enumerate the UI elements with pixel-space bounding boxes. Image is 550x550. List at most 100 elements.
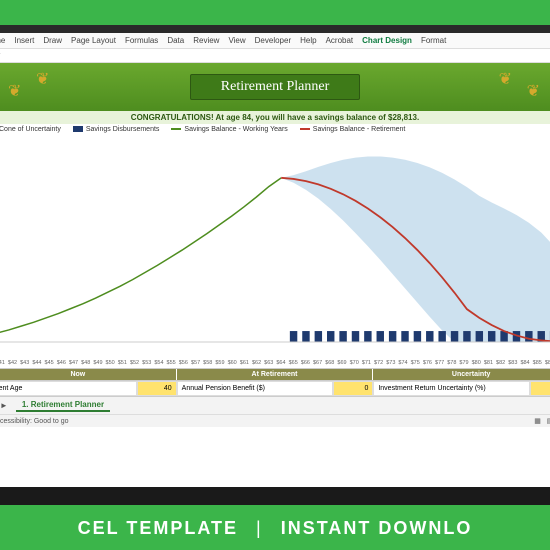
x-tick-label: $42 xyxy=(6,360,18,366)
x-tick-label: $73 xyxy=(385,360,397,366)
ribbon-tab-pagelayout[interactable]: Page Layout xyxy=(71,36,116,45)
laptop-base xyxy=(0,487,550,505)
ribbon-tabs: Home Insert Draw Page Layout Formulas Da… xyxy=(0,33,550,49)
x-tick-label: $84 xyxy=(519,360,531,366)
header-band: ❦ ❦ ❦ Retirement Planner ❦ ❦ ❦ xyxy=(0,63,550,111)
x-tick-label: $85 xyxy=(531,360,543,366)
legend-cone: Cone of Uncertainty xyxy=(0,126,61,133)
ribbon-tab-developer[interactable]: Developer xyxy=(255,36,291,45)
x-tick-label: $50 xyxy=(104,360,116,366)
x-tick-label: $66 xyxy=(299,360,311,366)
x-tick-label: $48 xyxy=(80,360,92,366)
x-tick-label: $49 xyxy=(92,360,104,366)
x-tick-label: $65 xyxy=(287,360,299,366)
ribbon-tab-format[interactable]: Format xyxy=(421,36,446,45)
page-title: Retirement Planner xyxy=(190,74,360,100)
promo-divider: | xyxy=(256,518,263,539)
x-tick-label: $55 xyxy=(165,360,177,366)
input-row: Current Age 40 Annual Pension Benefit ($… xyxy=(0,381,550,396)
ribbon-tab-view[interactable]: View xyxy=(228,36,245,45)
legend-bars: Savings Disbursements xyxy=(73,126,160,133)
x-tick-label: $77 xyxy=(434,360,446,366)
x-tick-label: $74 xyxy=(397,360,409,366)
leaf-icon: ❦ xyxy=(36,69,49,89)
legend-retirement: Savings Balance - Retirement xyxy=(300,126,406,133)
x-tick-label: $82 xyxy=(495,360,507,366)
x-tick-label: $44 xyxy=(31,360,43,366)
x-tick-label: $62 xyxy=(250,360,262,366)
hdr-uncertainty: Uncertainty xyxy=(373,369,550,380)
x-tick-label: $47 xyxy=(67,360,79,366)
chart-svg xyxy=(0,135,550,360)
ribbon-tab-home[interactable]: Home xyxy=(0,36,5,45)
x-tick-label: $70 xyxy=(348,360,360,366)
x-tick-label: $63 xyxy=(263,360,275,366)
promo-left: CEL TEMPLATE xyxy=(78,518,238,539)
x-tick-label: $45 xyxy=(43,360,55,366)
x-tick-label: $67 xyxy=(311,360,323,366)
x-tick-label: $51 xyxy=(116,360,128,366)
leaf-icon: ❦ xyxy=(499,69,512,89)
ribbon-tab-insert[interactable]: Insert xyxy=(14,36,34,45)
x-tick-label: $56 xyxy=(177,360,189,366)
label-pension: Annual Pension Benefit ($) xyxy=(177,381,334,396)
x-tick-label: $64 xyxy=(275,360,287,366)
leaf-icon: ❦ xyxy=(8,81,21,101)
chart-area xyxy=(0,135,550,360)
x-tick-label: $46 xyxy=(55,360,67,366)
ribbon-tab-draw[interactable]: Draw xyxy=(43,36,62,45)
input-uncertainty[interactable] xyxy=(530,381,550,396)
sheet-tabs: ◄ ► 1. Retirement Planner xyxy=(0,396,550,414)
x-tick-label: $75 xyxy=(409,360,421,366)
accessibility-status[interactable]: ☑ Accessibility: Good to go xyxy=(0,417,69,425)
hdr-now: Now xyxy=(0,369,177,380)
x-tick-label: $69 xyxy=(336,360,348,366)
view-switcher[interactable]: ▦ ▤ ▭ xyxy=(530,417,550,425)
x-tick-label: $86 xyxy=(543,360,550,366)
x-tick-label: $72 xyxy=(373,360,385,366)
x-tick-label: $54 xyxy=(153,360,165,366)
view-normal-icon[interactable]: ▦ xyxy=(534,418,541,425)
ribbon-tab-formulas[interactable]: Formulas xyxy=(125,36,158,45)
input-current-age[interactable]: 40 xyxy=(137,381,177,396)
x-tick-label: $68 xyxy=(324,360,336,366)
ribbon-tab-chartdesign[interactable]: Chart Design xyxy=(362,36,412,45)
ribbon-tab-acrobat[interactable]: Acrobat xyxy=(326,36,354,45)
input-headers: Now At Retirement Uncertainty xyxy=(0,368,550,381)
x-tick-label: $52 xyxy=(128,360,140,366)
x-tick-label: $76 xyxy=(421,360,433,366)
status-bar: ☑ Accessibility: Good to go ▦ ▤ ▭ xyxy=(0,414,550,427)
sheet-tab-planner[interactable]: 1. Retirement Planner xyxy=(16,399,110,412)
x-tick-label: $71 xyxy=(360,360,372,366)
ribbon-tab-review[interactable]: Review xyxy=(193,36,219,45)
promo-banner: CEL TEMPLATE | INSTANT DOWNLO xyxy=(0,506,550,550)
leaf-icon: ❦ xyxy=(527,81,540,101)
label-current-age: Current Age xyxy=(0,381,137,396)
x-tick-label: $43 xyxy=(19,360,31,366)
congrats-message: CONGRATULATIONS! At age 84, you will hav… xyxy=(0,111,550,124)
x-tick-label: $53 xyxy=(141,360,153,366)
ribbon-tab-help[interactable]: Help xyxy=(300,36,316,45)
ribbon-tab-data[interactable]: Data xyxy=(167,36,184,45)
label-uncertainty: Investment Return Uncertainty (%) xyxy=(373,381,530,396)
x-tick-label: $83 xyxy=(507,360,519,366)
chart-legend: Cone of Uncertainty Savings Disbursement… xyxy=(0,124,550,135)
screen: Home Insert Draw Page Layout Formulas Da… xyxy=(0,33,550,490)
x-axis-labels: $40$41$42$43$44$45$46$47$48$49$50$51$52$… xyxy=(0,360,550,368)
x-tick-label: $58 xyxy=(202,360,214,366)
formula-bar[interactable]: ▾ fx xyxy=(0,49,550,63)
x-tick-label: $79 xyxy=(458,360,470,366)
legend-working: Savings Balance - Working Years xyxy=(171,126,287,133)
hdr-retirement: At Retirement xyxy=(177,369,374,380)
x-tick-label: $61 xyxy=(238,360,250,366)
promo-right: INSTANT DOWNLO xyxy=(281,518,473,539)
x-tick-label: $57 xyxy=(189,360,201,366)
x-tick-label: $81 xyxy=(482,360,494,366)
sheet-nav-next[interactable]: ► xyxy=(0,401,8,410)
x-tick-label: $60 xyxy=(226,360,238,366)
laptop-frame: Home Insert Draw Page Layout Formulas Da… xyxy=(0,25,550,490)
x-tick-label: $78 xyxy=(446,360,458,366)
input-pension[interactable]: 0 xyxy=(333,381,373,396)
x-tick-label: $59 xyxy=(214,360,226,366)
x-tick-label: $80 xyxy=(470,360,482,366)
